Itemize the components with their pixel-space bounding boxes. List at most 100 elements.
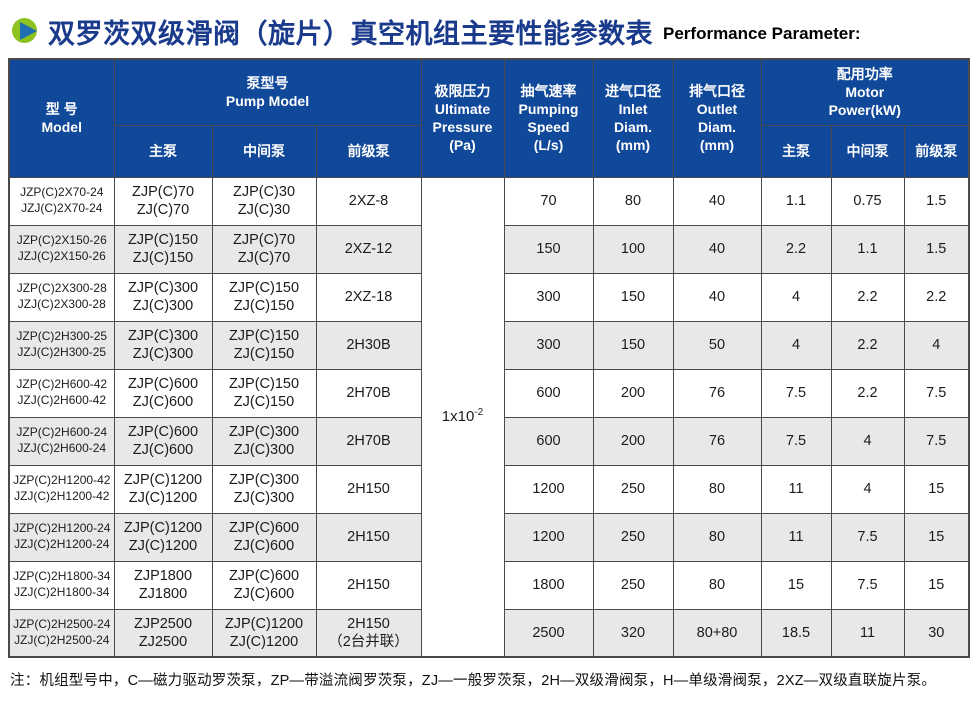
model-cell: JZP(C)2H600-42 JZJ(C)2H600-42 [8, 368, 115, 418]
page-subtitle: Performance Parameter: [663, 24, 861, 43]
power-main-cell: 1.1 [760, 176, 832, 226]
table-row: JZP(C)2H600-42 JZJ(C)2H600-42 ZJP(C)600 Z… [8, 368, 970, 418]
fore-pump-cell: 2H70B [315, 416, 422, 466]
middle-pump-cell: ZJP(C)70 ZJ(C)70 [211, 224, 317, 274]
fore-pump-cell: 2H150 [315, 512, 422, 562]
inlet-diam-cell: 250 [592, 512, 674, 562]
model-cell: JZP(C)2H1200-24 JZJ(C)2H1200-24 [8, 512, 115, 562]
power-middle-cell: 7.5 [830, 560, 905, 610]
power-main-cell: 11 [760, 464, 832, 514]
power-middle-cell: 11 [830, 608, 905, 658]
inlet-diam-cell: 150 [592, 272, 674, 322]
power-fore-cell: 1.5 [903, 176, 970, 226]
pumping-speed-cell: 600 [503, 416, 594, 466]
power-middle-cell: 2.2 [830, 368, 905, 418]
table-row: JZP(C)2H1200-42 JZJ(C)2H1200-42 ZJP(C)120… [8, 464, 970, 514]
fore-pump-cell: 2H150 [315, 464, 422, 514]
inlet-diam-cell: 200 [592, 416, 674, 466]
pumping-speed-cell: 1200 [503, 464, 594, 514]
pumping-speed-cell: 600 [503, 368, 594, 418]
power-main-cell: 7.5 [760, 416, 832, 466]
fore-pump-cell: 2H150 （2台并联） [315, 608, 422, 658]
middle-pump-cell: ZJP(C)150 ZJ(C)150 [211, 272, 317, 322]
middle-pump-cell: ZJP(C)30 ZJ(C)30 [211, 176, 317, 226]
ultimate-pressure-value: 1x10-2 [420, 176, 505, 658]
inlet-diam-cell: 200 [592, 368, 674, 418]
outlet-diam-cell: 40 [672, 224, 762, 274]
inlet-diam-cell: 100 [592, 224, 674, 274]
power-fore-cell: 7.5 [903, 416, 970, 466]
fore-pump-cell: 2H30B [315, 320, 422, 370]
power-middle-cell: 4 [830, 416, 905, 466]
power-middle-cell: 2.2 [830, 320, 905, 370]
outlet-diam-cell: 40 [672, 176, 762, 226]
fore-pump-cell: 2XZ-8 [315, 176, 422, 226]
inlet-diam-cell: 80 [592, 176, 674, 226]
outlet-diam-cell: 80+80 [672, 608, 762, 658]
outlet-diam-cell: 76 [672, 416, 762, 466]
inlet-diam-cell: 250 [592, 464, 674, 514]
power-fore-cell: 4 [903, 320, 970, 370]
model-cell: JZP(C)2H300-25 JZJ(C)2H300-25 [8, 320, 115, 370]
model-cell: JZP(C)2H1200-42 JZJ(C)2H1200-42 [8, 464, 115, 514]
main-pump-cell: ZJP(C)70 ZJ(C)70 [113, 176, 213, 226]
col-header-power-middle: 中间泵 [830, 124, 905, 178]
model-cell: JZP(C)2X70-24 JZJ(C)2X70-24 [8, 176, 115, 226]
middle-pump-cell: ZJP(C)300 ZJ(C)300 [211, 416, 317, 466]
model-cell: JZP(C)2X300-28 JZJ(C)2X300-28 [8, 272, 115, 322]
outlet-diam-cell: 50 [672, 320, 762, 370]
main-pump-cell: ZJP(C)300 ZJ(C)300 [113, 320, 213, 370]
power-fore-cell: 15 [903, 512, 970, 562]
col-header-motor-power: 配用功率 Motor Power(kW) [760, 58, 970, 126]
col-header-power-main: 主泵 [760, 124, 832, 178]
middle-pump-cell: ZJP(C)1200 ZJ(C)1200 [211, 608, 317, 658]
pumping-speed-cell: 1200 [503, 512, 594, 562]
model-cell: JZP(C)2X150-26 JZJ(C)2X150-26 [8, 224, 115, 274]
middle-pump-cell: ZJP(C)150 ZJ(C)150 [211, 320, 317, 370]
middle-pump-cell: ZJP(C)600 ZJ(C)600 [211, 560, 317, 610]
model-cell: JZP(C)2H600-24 JZJ(C)2H600-24 [8, 416, 115, 466]
fore-pump-cell: 2XZ-12 [315, 224, 422, 274]
pumping-speed-cell: 150 [503, 224, 594, 274]
inlet-diam-cell: 250 [592, 560, 674, 610]
footnote: 注：机组型号中，C—磁力驱动罗茨泵，ZP—带溢流阀罗茨泵，ZJ—一般罗茨泵，2H… [10, 673, 937, 689]
middle-pump-cell: ZJP(C)150 ZJ(C)150 [211, 368, 317, 418]
main-pump-cell: ZJP1800 ZJ1800 [113, 560, 213, 610]
pumping-speed-cell: 70 [503, 176, 594, 226]
power-main-cell: 15 [760, 560, 832, 610]
main-pump-cell: ZJP(C)600 ZJ(C)600 [113, 368, 213, 418]
power-main-cell: 2.2 [760, 224, 832, 274]
power-main-cell: 18.5 [760, 608, 832, 658]
main-pump-cell: ZJP(C)300 ZJ(C)300 [113, 272, 213, 322]
col-header-pump-model: 泵型号 Pump Model [113, 58, 422, 126]
fore-pump-cell: 2H150 [315, 560, 422, 610]
power-fore-cell: 1.5 [903, 224, 970, 274]
col-header-main-pump: 主泵 [113, 124, 213, 178]
outlet-diam-cell: 80 [672, 512, 762, 562]
table-row: JZP(C)2H1800-34 JZJ(C)2H1800-34 ZJP1800 Z… [8, 560, 970, 610]
pumping-speed-cell: 2500 [503, 608, 594, 658]
power-fore-cell: 15 [903, 560, 970, 610]
inlet-diam-cell: 150 [592, 320, 674, 370]
col-header-power-fore: 前级泵 [903, 124, 970, 178]
model-cell: JZP(C)2H2500-24 JZJ(C)2H2500-24 [8, 608, 115, 658]
table-body: JZP(C)2X70-24 JZJ(C)2X70-24 ZJP(C)70 ZJ(C… [8, 176, 970, 658]
outlet-diam-cell: 80 [672, 464, 762, 514]
main-pump-cell: ZJP2500 ZJ2500 [113, 608, 213, 658]
main-pump-cell: ZJP(C)1200 ZJ(C)1200 [113, 464, 213, 514]
fore-pump-cell: 2XZ-18 [315, 272, 422, 322]
col-header-model: 型 号 Model [8, 58, 115, 178]
power-main-cell: 4 [760, 272, 832, 322]
page-title: 双罗茨双级滑阀（旋片）真空机组主要性能参数表 [48, 18, 653, 49]
play-icon [12, 17, 39, 45]
model-cell: JZP(C)2H1800-34 JZJ(C)2H1800-34 [8, 560, 115, 610]
power-main-cell: 4 [760, 320, 832, 370]
fore-pump-cell: 2H70B [315, 368, 422, 418]
col-header-middle-pump: 中间泵 [211, 124, 317, 178]
title-bar: 双罗茨双级滑阀（旋片）真空机组主要性能参数表 Performance Param… [12, 8, 968, 54]
power-middle-cell: 4 [830, 464, 905, 514]
pumping-speed-cell: 300 [503, 320, 594, 370]
main-pump-cell: ZJP(C)150 ZJ(C)150 [113, 224, 213, 274]
power-middle-cell: 2.2 [830, 272, 905, 322]
pumping-speed-cell: 1800 [503, 560, 594, 610]
